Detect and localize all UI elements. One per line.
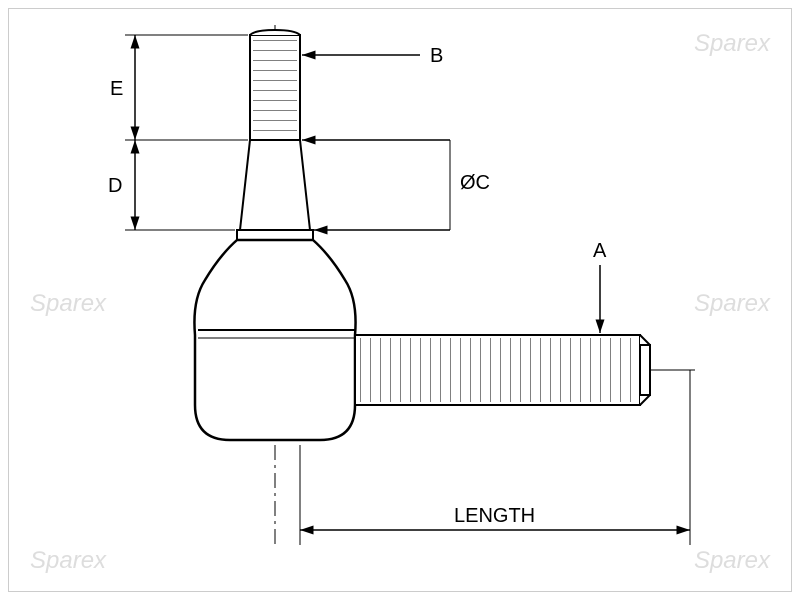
label-A: A <box>593 240 606 263</box>
label-D: D <box>108 175 122 198</box>
label-B: B <box>430 45 443 68</box>
dimension-E <box>125 35 248 140</box>
dimension-C <box>302 140 450 230</box>
label-length: LENGTH <box>450 505 539 528</box>
ball-body <box>194 240 355 440</box>
top-thread-stud <box>250 30 300 140</box>
shaft-thread <box>355 335 650 405</box>
label-C: ØC <box>460 172 490 195</box>
label-E: E <box>110 78 123 101</box>
dimension-D <box>125 140 235 230</box>
taper-neck <box>237 140 313 240</box>
